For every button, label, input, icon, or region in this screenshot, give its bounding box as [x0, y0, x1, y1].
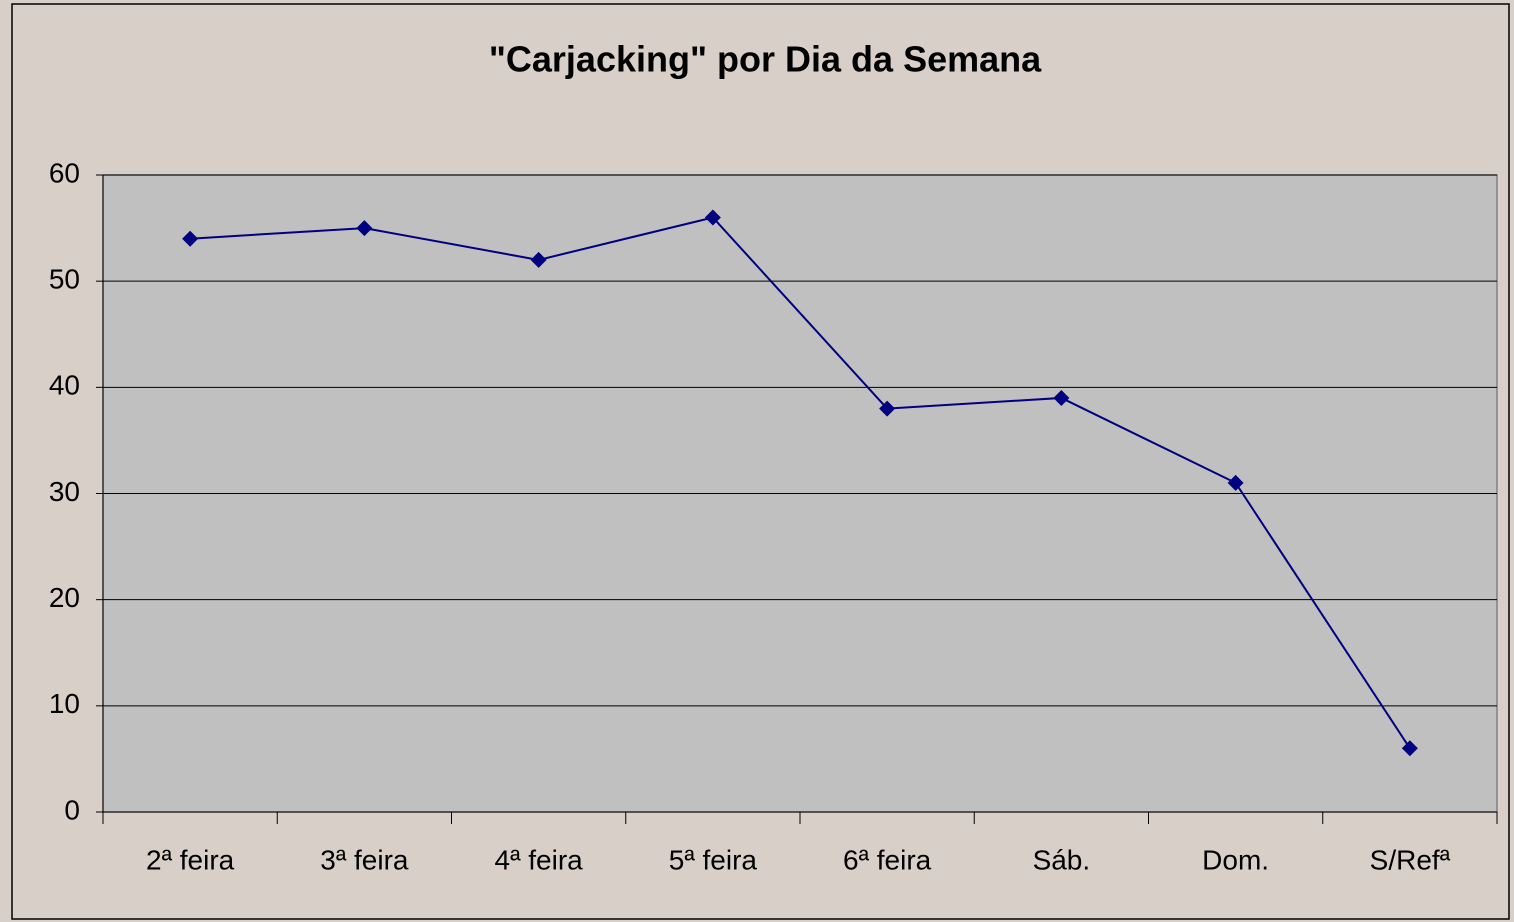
x-tick-label: 6ª feira [843, 844, 932, 875]
x-tick-label: Sáb. [1033, 844, 1091, 875]
marker [356, 220, 373, 237]
y-tick-label: 40 [49, 370, 80, 401]
marker [1053, 389, 1070, 406]
x-tick-label: 2ª feira [146, 844, 235, 875]
x-tick-label: 4ª feira [495, 844, 584, 875]
x-tick-label: 5ª feira [669, 844, 758, 875]
marker [182, 230, 199, 247]
y-tick-label: 0 [64, 794, 80, 825]
x-tick-label: S/Refª [1370, 844, 1451, 875]
marker [879, 400, 896, 417]
y-tick-label: 30 [49, 476, 80, 507]
marker [1401, 740, 1418, 757]
line [190, 216, 1411, 749]
y-tick-label: 10 [49, 688, 80, 719]
y-tick-label: 20 [49, 582, 80, 613]
marker [1227, 474, 1244, 491]
marker [704, 209, 721, 226]
marker [530, 251, 547, 268]
y-tick-label: 50 [49, 264, 80, 295]
y-tick-label: 60 [49, 157, 80, 188]
chart-title: "Carjacking" por Dia da Semana [489, 39, 1042, 80]
x-tick-label: Dom. [1202, 844, 1269, 875]
x-tick-label: 3ª feira [320, 844, 409, 875]
